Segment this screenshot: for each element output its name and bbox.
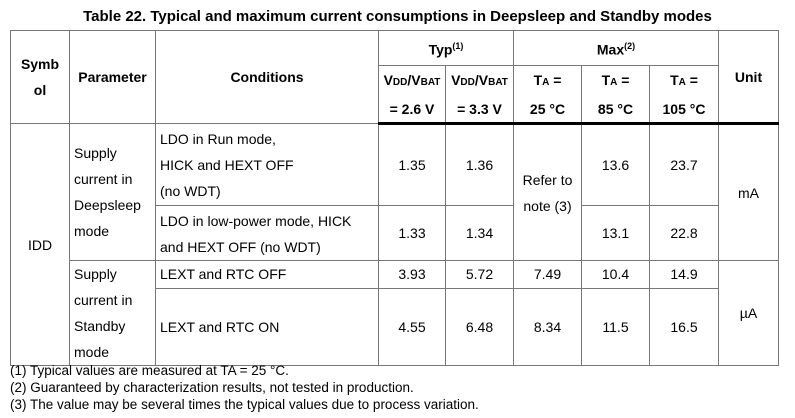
header-typ-2v6: VDD/VBAT = 2.6 V [378,65,446,125]
max-105c: 16.5 [649,287,719,367]
conditions-cell: LEXT and RTC ON [155,287,379,367]
table-title: Table 22. Typical and maximum current co… [83,8,712,25]
header-symbol: Symb ol [10,30,70,124]
header-parameter: Parameter [69,30,156,124]
table-row: LEXT and RTC ON 4.55 6.48 8.34 11.5 16.5 [11,287,779,367]
parameter-standby: Supply current in Standby mode [69,260,156,366]
header-max-25c: TA = 25 °C [513,65,582,125]
header-unit: Unit [718,30,779,125]
max-105c: 14.9 [649,260,719,289]
table-row: LDO in low-power mode, HICK and HEXT OFF … [11,205,779,261]
footnotes: (1) Typical values are measured at TA = … [10,362,479,413]
typ-3v3: 6.48 [445,287,514,367]
header-max: Max(2) [513,30,719,66]
parameter-deepsleep: Supply current in Deepsleep mode [69,123,156,261]
current-consumption-table: Symb ol Parameter Conditions Typ(1) Max(2… [10,30,779,367]
footnote-3: (3) The value may be several times the t… [10,397,479,412]
header-max-85c: TA = 85 °C [581,65,650,125]
unit-cell: µA [718,260,779,366]
typ-2v6: 4.55 [378,287,446,367]
typ-2v6: 1.33 [378,205,446,261]
unit-cell: mA [718,123,779,261]
max-85c: 13.6 [581,123,650,206]
table-row: Supply current in Standby mode LEXT and RTC… [11,260,779,366]
max-105c: 23.7 [649,123,719,206]
footnote-2: (2) Guaranteed by characterization resul… [10,380,414,395]
header-typ: Typ(1) [378,30,514,66]
conditions-cell: LEXT and RTC OFF [155,260,379,289]
footnote-1: (1) Typical values are measured at TA = … [10,363,289,378]
header-conditions: Conditions [155,30,379,124]
max-25c-refer: Refer to note (3) [513,123,582,261]
header-max-105c: TA = 105 °C [649,65,719,125]
typ-2v6: 1.35 [378,123,446,206]
symbol-cell: IDD [10,123,70,366]
symbol-text: IDD [27,236,53,253]
max-85c: 10.4 [581,260,650,289]
typ-2v6: 3.93 [378,260,446,289]
table-row: IDD Supply current in Deepsleep mode LDO in… [10,123,779,366]
conditions-cell: LDO in Run mode, HICK and HEXT OFF (no WDT… [155,123,379,206]
header-typ-3v3: VDD/VBAT = 3.3 V [445,65,514,125]
conditions-cell: LDO in low-power mode, HICK and HEXT OFF … [155,205,379,261]
typ-3v3: 1.36 [445,123,514,206]
typ-3v3: 1.34 [445,205,514,261]
max-25c: 8.34 [513,287,582,367]
max-85c: 13.1 [581,205,650,261]
max-25c: 7.49 [513,260,582,289]
typ-3v3: 5.72 [445,260,514,289]
max-85c: 11.5 [581,287,650,367]
max-105c: 22.8 [649,205,719,261]
